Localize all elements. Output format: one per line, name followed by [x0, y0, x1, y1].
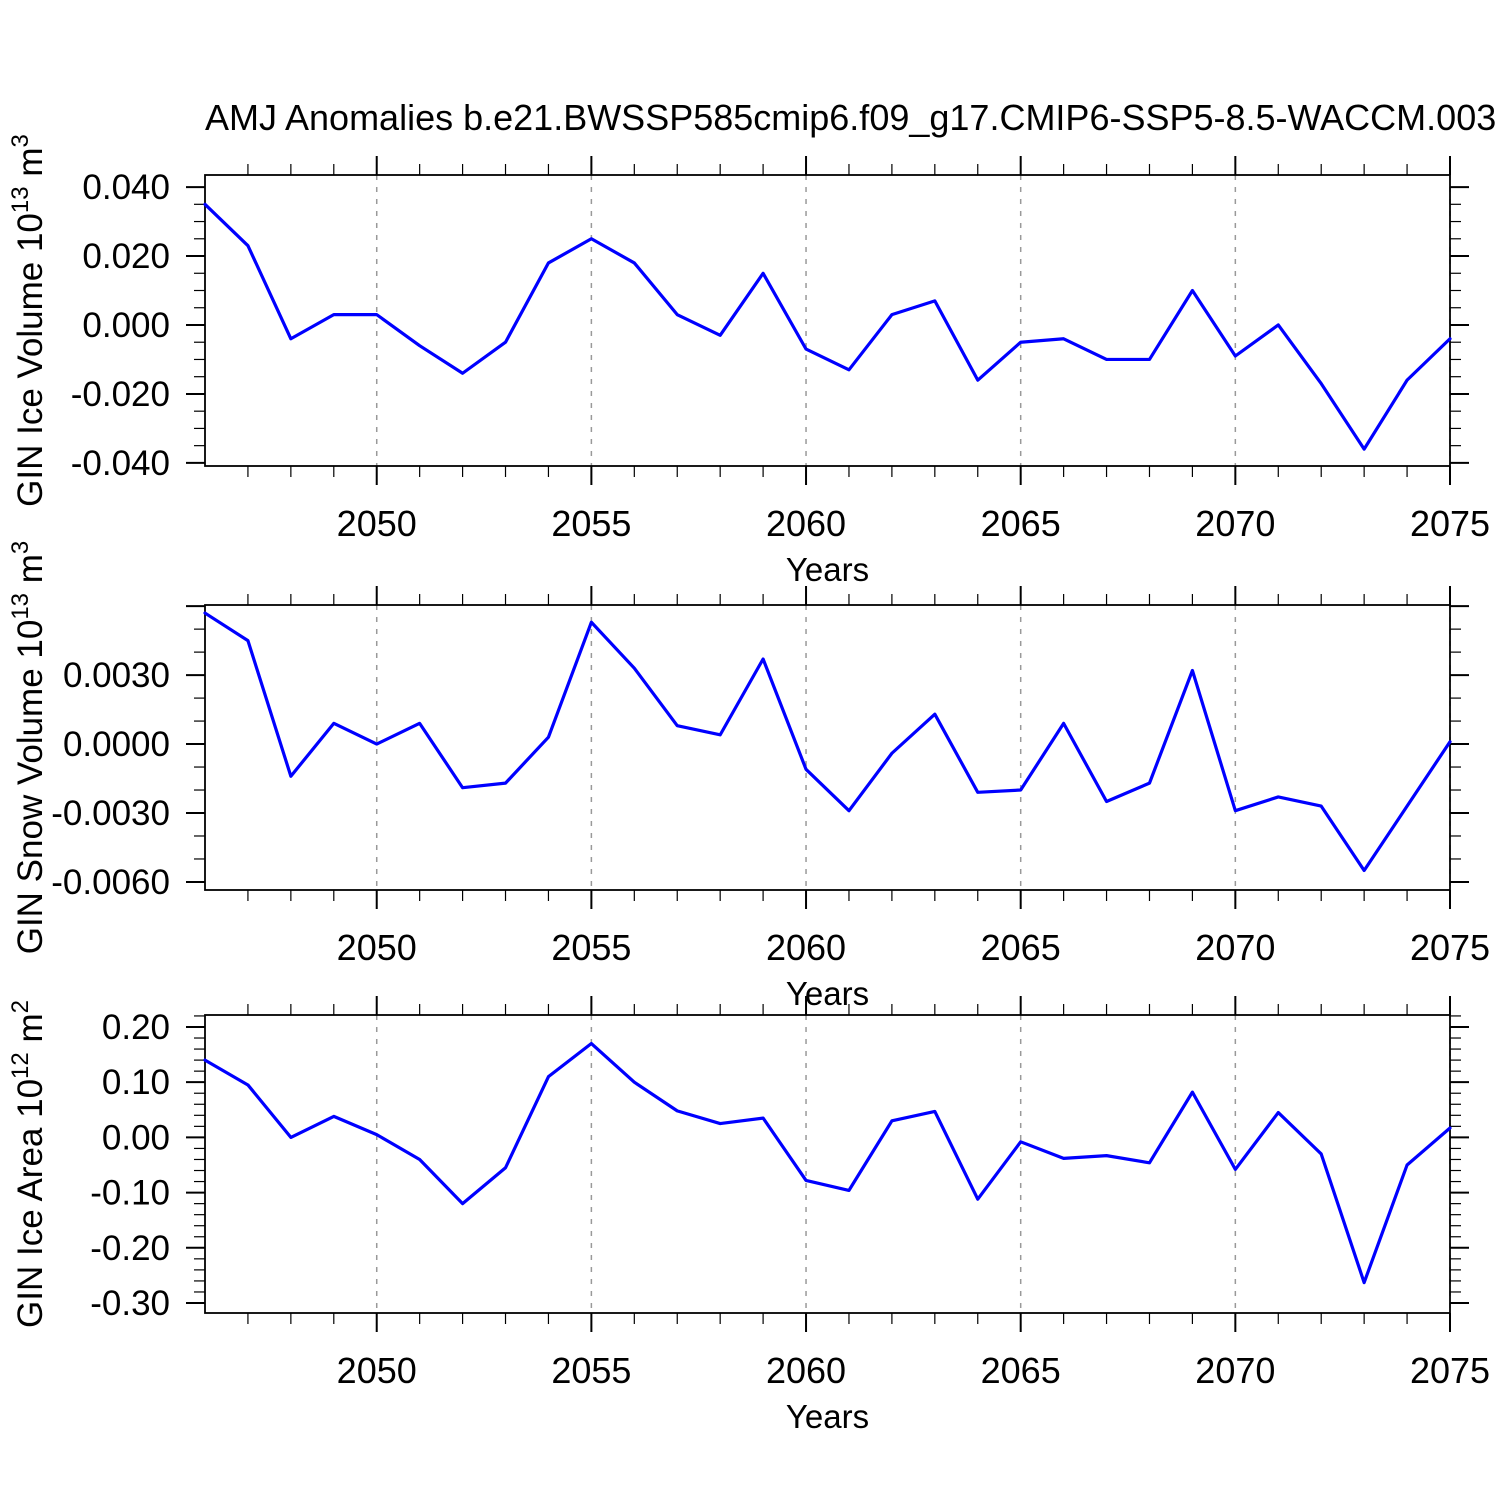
y-tick-label: -0.0030 — [51, 794, 170, 833]
data-line — [203, 202, 1452, 451]
gridlines — [375, 1015, 1451, 1313]
x-axis-title: Years — [786, 1398, 869, 1435]
y-axis-title: GIN Ice Volume 1013 m3 — [7, 134, 50, 507]
y-tick-label: 0.0030 — [63, 656, 170, 695]
x-tick-label: 2050 — [337, 927, 417, 968]
x-tick-label: 2075 — [1410, 1350, 1490, 1391]
y-tick-label: 0.0000 — [63, 725, 170, 764]
x-tick-label: 2055 — [551, 503, 631, 544]
x-tick-label: 2055 — [551, 927, 631, 968]
x-tick-label: 2075 — [1410, 927, 1490, 968]
y-tick-label: -0.20 — [90, 1229, 170, 1268]
data-line — [203, 1041, 1452, 1285]
x-tick-label: 2070 — [1195, 1350, 1275, 1391]
plot-frame — [204, 174, 1451, 467]
ticks — [186, 156, 1469, 485]
x-tick-label: 2065 — [981, 1350, 1061, 1391]
gridlines — [375, 175, 1451, 466]
ticks — [186, 996, 1469, 1332]
data-line — [203, 611, 1452, 873]
x-tick-label: 2060 — [766, 927, 846, 968]
y-axis-title: GIN Snow Volume 1013 m3 — [7, 541, 50, 955]
y-tick-labels: 0.0030 0.0000 -0.0030 -0.0060 — [51, 656, 170, 902]
y-tick-labels: 0.040 0.020 0.000 -0.020 -0.040 — [71, 168, 170, 483]
y-tick-label: 0.10 — [102, 1063, 170, 1102]
y-tick-label: 0.20 — [102, 1008, 170, 1047]
x-tick-label: 2050 — [337, 503, 417, 544]
y-tick-label: 0.00 — [102, 1118, 170, 1157]
x-tick-label: 2075 — [1410, 503, 1490, 544]
ticks — [186, 586, 1469, 909]
x-tick-label: 2070 — [1195, 503, 1275, 544]
x-tick-label: 2060 — [766, 1350, 846, 1391]
x-tick-label: 2065 — [981, 503, 1061, 544]
y-tick-label: -0.30 — [90, 1284, 170, 1323]
y-tick-label: -0.10 — [90, 1174, 170, 1213]
x-tick-labels: 2050 2055 2060 2065 2070 2075 — [337, 503, 1490, 544]
y-axis-title: GIN Ice Area 1012 m2 — [7, 1000, 50, 1328]
y-tick-label: -0.020 — [71, 375, 170, 414]
x-tick-labels: 2050 2055 2060 2065 2070 2075 — [337, 1350, 1490, 1391]
y-tick-label: 0.000 — [82, 306, 170, 345]
y-tick-label: -0.040 — [71, 444, 170, 483]
x-tick-label: 2055 — [551, 1350, 631, 1391]
x-axis-title: Years — [786, 551, 869, 588]
x-tick-label: 2050 — [337, 1350, 417, 1391]
chart-title: AMJ Anomalies b.e21.BWSSP585cmip6.f09_g1… — [205, 97, 1496, 138]
x-tick-label: 2060 — [766, 503, 846, 544]
y-tick-label: -0.0060 — [51, 863, 170, 902]
x-tick-label: 2065 — [981, 927, 1061, 968]
x-tick-label: 2070 — [1195, 927, 1275, 968]
y-tick-label: 0.040 — [82, 168, 170, 207]
y-tick-label: 0.020 — [82, 237, 170, 276]
x-axis-title: Years — [786, 975, 869, 1012]
plot-frame — [204, 604, 1451, 891]
y-tick-labels: 0.20 0.10 0.00 -0.10 -0.20 -0.30 — [90, 1008, 170, 1323]
x-tick-labels: 2050 2055 2060 2065 2070 2075 — [337, 927, 1490, 968]
plot-frame — [204, 1014, 1451, 1314]
